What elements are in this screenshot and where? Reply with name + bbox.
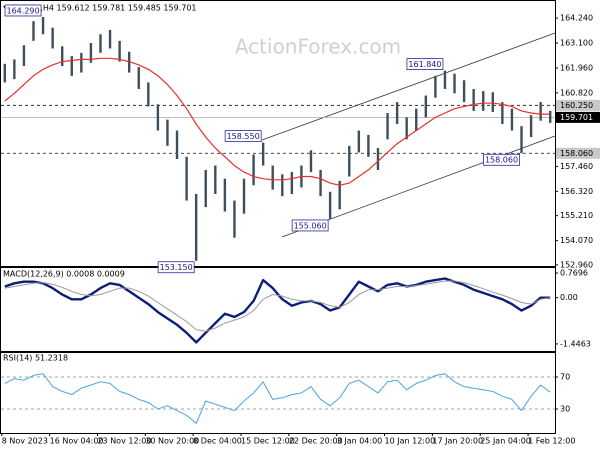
y-tick-label: 160.820 [560,88,593,97]
macd-title: MACD(12,26,9) 0.0008 0.0009 [3,270,125,279]
y-tick-label: 154.070 [560,236,593,245]
x-tick-label: 10 Jan 12:00 [385,437,436,446]
annotation-label: 158.060 [485,156,518,165]
annotation-label: 158.550 [227,132,260,141]
annotation-box [406,58,444,70]
annotation-box [224,130,262,142]
y-tick-label: 70 [560,373,570,382]
y-tick-label: 0.7696 [560,269,588,278]
y-tick-label: 152.960 [560,260,593,269]
x-tick-label: 8 Nov 2023 [2,437,48,446]
annotation-box [4,4,42,17]
annotation-box [291,219,329,232]
x-tick-label: 17 Jan 20:00 [432,437,483,446]
x-tick-label: 8 Dec 04:00 [193,437,242,446]
price-title: EURJPY,H4 159.612 159.781 159.485 159.70… [12,4,197,13]
level-label: 158.060 [560,149,593,158]
x-tick-label: 30 Nov 20:00 [145,437,199,446]
y-tick-label: 164.240 [560,14,593,23]
series-line [4,280,551,332]
watermark: ActionForex.com [235,35,401,59]
y-tick-label: 161.960 [560,63,593,72]
level-label: 160.250 [560,101,593,110]
y-tick-label: -1.4463 [560,339,591,348]
annotation-label: 155.060 [294,221,327,230]
channel-upper [261,32,556,141]
x-tick-label: 25 Jan 04:00 [480,437,531,446]
y-tick-label: 156.320 [560,187,593,196]
series-line [4,277,551,344]
series-line [4,373,551,424]
level-box [556,111,600,123]
rsi-title: RSI(14) 51.2318 [3,354,68,363]
y-tick-label: 163.100 [560,39,593,48]
x-tick-label: 23 Nov 12:00 [97,437,151,446]
macd-panel [0,267,556,352]
annotation-label: 161.840 [408,60,441,69]
price-panel [0,0,556,267]
annotation-box [483,153,520,166]
level-box [556,99,600,111]
y-tick-label: 157.460 [560,162,593,171]
moving-average [4,57,551,186]
y-tick-label: 0.00 [560,293,578,302]
x-tick-label: 3 Jan 04:00 [337,437,383,446]
annotation-box [157,261,195,274]
level-box [556,147,600,159]
x-tick-label: 1 Feb 12:00 [528,437,575,446]
x-tick-label: 15 Dec 12:00 [241,437,295,446]
annotation-label: 164.290 [7,6,40,15]
x-tick-label: 22 Dec 20:00 [289,437,343,446]
rsi-panel [0,352,556,434]
annotation-label: 153.150 [160,263,193,272]
x-tick-label: 16 Nov 04:00 [50,437,104,446]
y-tick-label: 30 [560,405,570,414]
y-tick-label: 155.210 [560,211,593,220]
level-label: 159.701 [560,113,593,122]
